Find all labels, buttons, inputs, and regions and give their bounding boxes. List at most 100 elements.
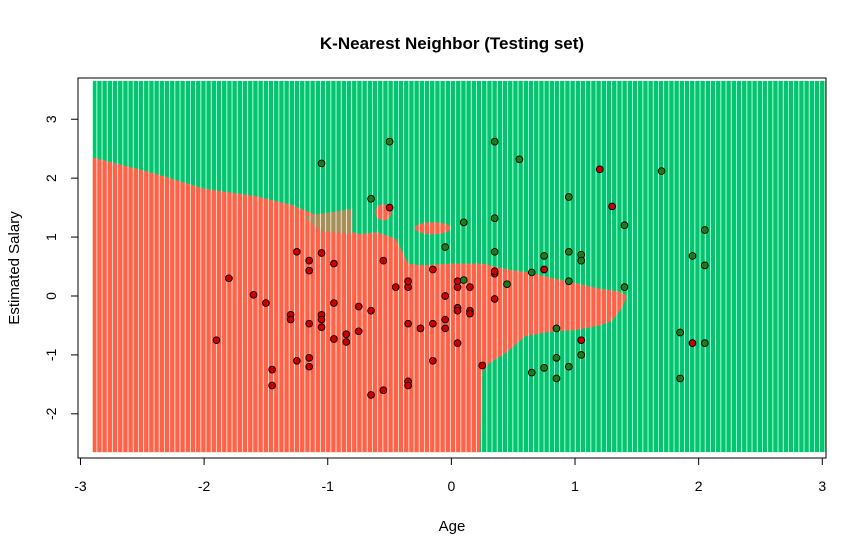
y-axis: -2 -1 0 1 2 3 <box>43 115 79 420</box>
data-point <box>286 315 295 324</box>
data-point <box>367 306 375 315</box>
y-tick-label: 1 <box>43 233 59 241</box>
grid-stripes <box>96 80 826 453</box>
data-point <box>540 364 548 372</box>
data-point <box>391 283 400 291</box>
data-point <box>676 328 684 337</box>
data-point <box>342 330 351 339</box>
data-point <box>212 336 221 345</box>
data-point <box>657 167 666 175</box>
data-point <box>379 386 388 395</box>
data-point <box>305 353 314 362</box>
data-point <box>330 335 338 343</box>
data-point <box>317 315 326 324</box>
data-point <box>564 277 573 286</box>
y-tick-label: 0 <box>43 292 59 300</box>
data-point <box>564 247 573 256</box>
data-point <box>317 249 326 257</box>
data-point <box>490 137 499 146</box>
x-tick-label: -3 <box>74 478 87 494</box>
data-point <box>305 266 314 275</box>
data-point <box>577 351 586 359</box>
data-point <box>305 256 314 265</box>
data-point <box>490 214 499 223</box>
x-axis-label: Age <box>439 518 466 535</box>
data-point <box>466 283 474 291</box>
data-point <box>268 365 276 374</box>
data-point <box>262 299 270 307</box>
data-point <box>620 221 629 230</box>
data-point <box>459 218 468 227</box>
data-point <box>428 265 437 274</box>
data-point <box>292 356 301 365</box>
x-tick-label: 2 <box>695 478 703 494</box>
data-point <box>330 299 338 307</box>
data-point <box>416 324 425 333</box>
data-point <box>608 202 616 211</box>
data-point <box>490 295 499 303</box>
data-point <box>478 361 487 370</box>
data-point <box>676 374 684 383</box>
y-tick-label: 3 <box>43 115 59 123</box>
x-tick-label: 3 <box>818 478 826 494</box>
data-point <box>428 319 437 328</box>
x-tick-label: -2 <box>198 478 211 494</box>
data-point <box>453 306 462 315</box>
data-point <box>577 336 586 345</box>
y-tick-label: 2 <box>43 174 59 182</box>
data-points <box>212 137 709 399</box>
data-point <box>224 274 233 283</box>
x-tick-label: -1 <box>322 478 335 494</box>
chart-title: K-Nearest Neighbor (Testing set) <box>320 34 584 53</box>
data-point <box>367 194 375 203</box>
data-point <box>404 277 412 286</box>
x-tick-label: 1 <box>571 478 579 494</box>
data-point <box>540 252 548 260</box>
data-point <box>466 309 474 318</box>
data-point <box>385 203 394 212</box>
data-point <box>441 292 450 300</box>
data-point <box>441 243 450 251</box>
data-point <box>577 256 586 265</box>
data-point <box>459 276 468 284</box>
data-point <box>441 315 450 324</box>
data-point <box>700 261 709 270</box>
data-point <box>404 319 412 328</box>
data-point <box>552 353 561 362</box>
data-point <box>249 290 258 299</box>
data-point <box>595 165 604 174</box>
data-point <box>453 277 462 286</box>
data-point <box>385 137 394 146</box>
data-point <box>540 265 548 274</box>
data-point <box>552 324 561 333</box>
data-point <box>428 356 437 365</box>
data-point <box>342 338 351 346</box>
data-point <box>317 323 326 332</box>
data-point <box>515 155 524 164</box>
data-point <box>354 302 363 311</box>
data-point <box>404 381 412 390</box>
data-point <box>330 259 338 268</box>
data-point <box>268 381 276 390</box>
data-point <box>354 327 363 336</box>
data-point <box>490 267 499 276</box>
data-point <box>305 362 314 371</box>
data-point <box>527 268 536 277</box>
data-point <box>292 247 301 256</box>
region-pocket <box>414 222 451 235</box>
data-point <box>305 319 314 328</box>
x-tick-label: 0 <box>447 478 455 494</box>
data-point <box>453 339 462 347</box>
data-point <box>527 368 536 377</box>
data-point <box>564 362 573 371</box>
y-tick-label: -2 <box>43 407 59 420</box>
data-point <box>700 226 709 234</box>
y-tick-label: -1 <box>43 348 59 361</box>
data-point <box>700 339 709 347</box>
data-point <box>688 252 697 260</box>
data-point <box>317 159 326 168</box>
data-point <box>490 247 499 256</box>
data-point <box>441 324 450 333</box>
data-point <box>564 193 573 201</box>
